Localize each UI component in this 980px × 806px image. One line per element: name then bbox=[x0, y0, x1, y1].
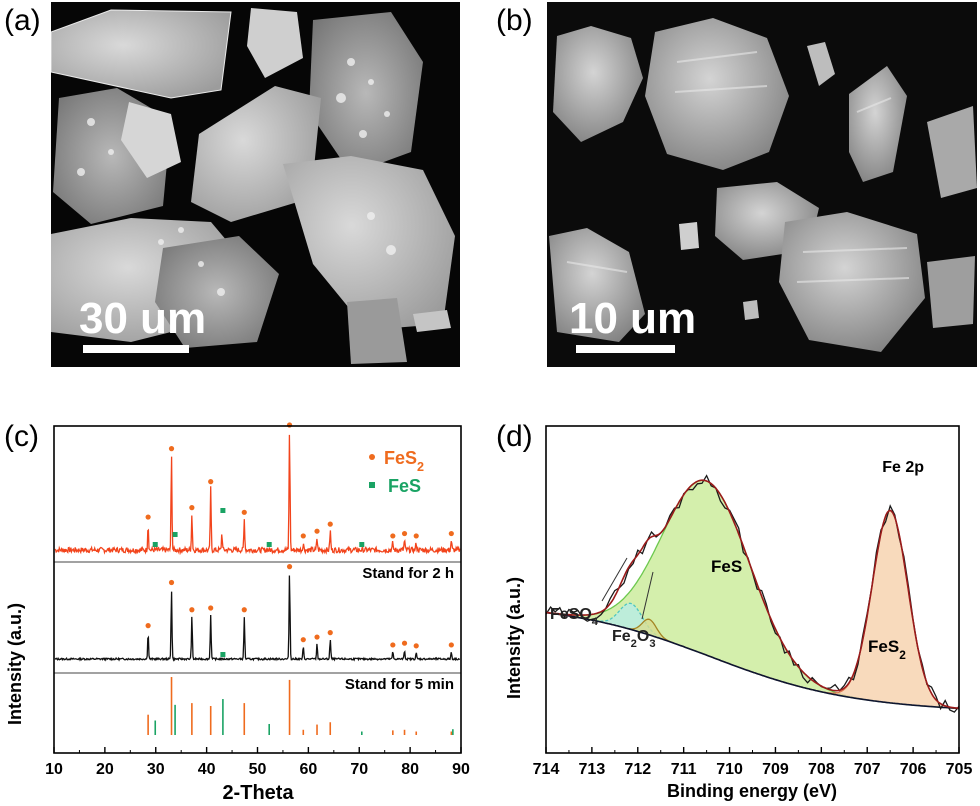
x-tick-label-d: 705 bbox=[946, 761, 973, 778]
x-tick-label-d: 709 bbox=[762, 761, 789, 778]
fes2-marker bbox=[401, 530, 408, 537]
ylabel-d: Intensity (a.u.) bbox=[504, 577, 524, 699]
scale-bar-b bbox=[576, 345, 675, 353]
fes2-marker bbox=[286, 422, 293, 428]
fes2-marker bbox=[168, 579, 175, 586]
fes2-marker bbox=[208, 479, 214, 485]
legend-label-fes2: FeS2 bbox=[384, 448, 424, 474]
legend-marker-fes bbox=[369, 482, 375, 488]
xlabel-c: 2-Theta bbox=[222, 782, 294, 804]
fes2-marker bbox=[145, 623, 151, 629]
x-tick-label-c: 80 bbox=[401, 761, 419, 778]
fes2-marker bbox=[401, 640, 408, 646]
x-tick-label-c: 60 bbox=[299, 761, 317, 778]
fes2-marker bbox=[241, 509, 247, 515]
scale-text-b: 10 um bbox=[569, 294, 697, 343]
xlabel-d: Binding energy (eV) bbox=[667, 781, 837, 801]
fes2-marker bbox=[286, 564, 293, 570]
fes-marker bbox=[172, 532, 178, 537]
x-tick-label-c: 90 bbox=[452, 761, 470, 778]
x-tick-label-d: 711 bbox=[671, 761, 697, 778]
panel-label-d: (d) bbox=[496, 420, 533, 453]
xps-chart: Intensity (a.u.) Binding energy (eV) Fe … bbox=[504, 425, 973, 801]
plot-frame-c bbox=[53, 425, 462, 754]
sem-image-a: 30 um bbox=[51, 2, 460, 367]
x-tick-label-c: 70 bbox=[350, 761, 368, 778]
x-tick-label-d: 708 bbox=[808, 761, 835, 778]
plot-frame-d bbox=[545, 425, 960, 754]
fes2-marker bbox=[413, 533, 419, 539]
x-tick-label-c: 50 bbox=[249, 761, 267, 778]
fes-marker bbox=[359, 542, 365, 547]
fes2-marker bbox=[241, 607, 247, 613]
panel-label-b: (b) bbox=[496, 4, 533, 37]
ylabel-c: Intensity (a.u.) bbox=[5, 603, 25, 725]
series-label-2h: Stand for 2 h bbox=[362, 565, 454, 582]
x-tick-label-c: 40 bbox=[198, 761, 216, 778]
fes2-marker bbox=[327, 521, 333, 527]
fitted-envelope-line bbox=[545, 479, 960, 710]
fes-marker bbox=[220, 508, 226, 513]
x-tick-label-d: 710 bbox=[716, 761, 743, 778]
fes-marker bbox=[266, 542, 272, 547]
pointer-line-fe2o3 bbox=[641, 571, 654, 620]
pointer-line-feso4 bbox=[601, 557, 628, 602]
scale-text-a: 30 um bbox=[79, 294, 207, 343]
x-tick-label-c: 20 bbox=[96, 761, 114, 778]
component-area-fes bbox=[546, 480, 959, 709]
fes2-marker bbox=[413, 643, 419, 649]
fes2-marker bbox=[314, 634, 320, 640]
fes2-marker bbox=[390, 642, 396, 648]
fes2-marker bbox=[300, 533, 306, 539]
x-tick-label-d: 714 bbox=[533, 761, 560, 778]
fes2-marker bbox=[208, 605, 214, 611]
x-tick-label-d: 707 bbox=[854, 761, 881, 778]
legend-marker-fes2 bbox=[369, 454, 375, 460]
scale-bar-a bbox=[83, 345, 189, 353]
fes2-marker bbox=[327, 630, 333, 636]
fes2-marker bbox=[168, 446, 175, 452]
sem-image-b: 10 um bbox=[547, 2, 977, 367]
series-line-2h bbox=[54, 434, 461, 555]
component-label-fes2: FeS2 bbox=[868, 637, 906, 662]
background-line bbox=[545, 611, 960, 710]
x-tick-label-d: 713 bbox=[579, 761, 606, 778]
fes2-marker bbox=[145, 514, 151, 520]
component-label-fes: FeS bbox=[711, 557, 742, 576]
series-line-5min bbox=[54, 575, 461, 662]
fes-marker bbox=[220, 652, 226, 657]
x-tick-label-c: 30 bbox=[147, 761, 165, 778]
x-tick-label-d: 712 bbox=[624, 761, 651, 778]
legend-label-fes: FeS bbox=[388, 476, 421, 496]
xrd-chart: Intensity (a.u.) 2-Theta 10 20 30 40 50 60 70 8… bbox=[5, 422, 470, 804]
fes2-marker bbox=[314, 528, 320, 534]
fes2-marker bbox=[448, 642, 454, 648]
component-label-fe2o3: Fe2O3 bbox=[612, 628, 656, 650]
fes2-marker bbox=[448, 530, 454, 537]
panel-label-a: (a) bbox=[4, 4, 41, 37]
component-label-feso4: FeSO4 bbox=[550, 606, 599, 628]
x-tick-label-c: 10 bbox=[45, 761, 63, 778]
fes2-marker bbox=[300, 637, 306, 643]
panel-label-c: (c) bbox=[4, 420, 39, 453]
series-label-5min: Stand for 5 min bbox=[345, 676, 454, 693]
component-area-fes2 bbox=[546, 510, 959, 709]
fes-marker bbox=[152, 542, 158, 547]
fes2-marker bbox=[390, 533, 396, 539]
title-d: Fe 2p bbox=[882, 459, 924, 476]
fes2-marker bbox=[189, 505, 195, 511]
fes2-marker bbox=[189, 607, 195, 613]
x-tick-label-d: 706 bbox=[900, 761, 927, 778]
